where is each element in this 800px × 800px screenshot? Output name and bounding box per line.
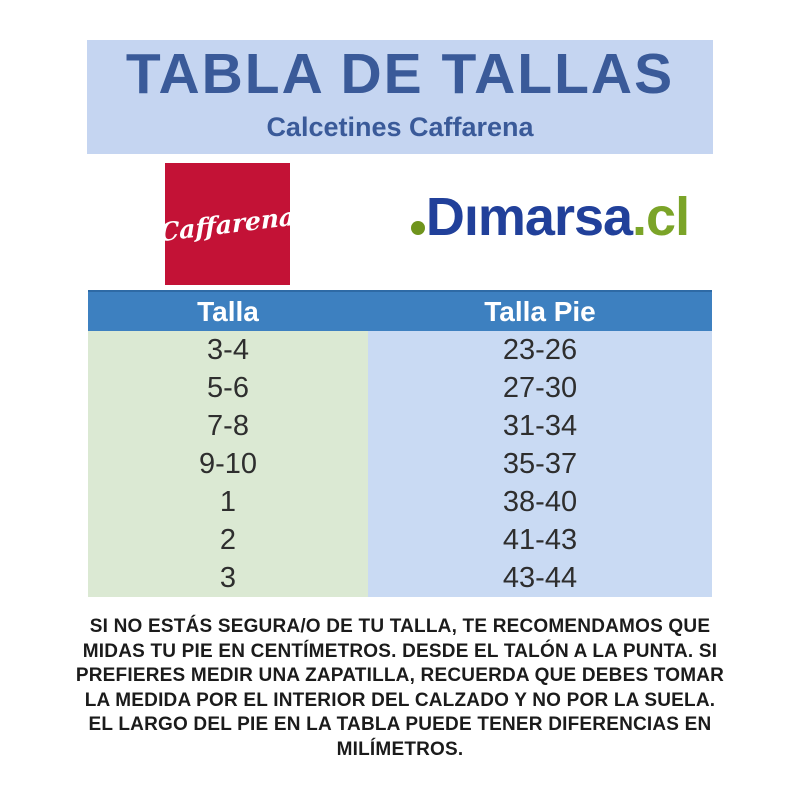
footer-note-line: SI NO ESTÁS SEGURA/O DE TU TALLA, TE REC… [89,616,711,637]
caffarena-logo-text: Caffarena [159,201,296,247]
size-table-body: 3-4 23-26 5-6 27-30 7-8 31-34 9-10 35-37 1 38-40 2… [88,331,712,597]
dimarsa-green-dot-icon [410,221,425,235]
page-subtitle: Calcetines Caffarena [266,112,534,142]
table-row: 7-8 31-34 [88,407,712,445]
footer-note-line: MIDAS TU PIE EN CENTÍMETROS. DESDE EL TA… [82,640,718,662]
dimarsa-logo: Dımarsa .cl [390,186,710,252]
column-header-talla: Talla [197,295,259,327]
cell-talla: 5-6 [88,369,368,407]
footer-note-line: LA MEDIDA POR EL INTERIOR DEL CALZADO Y … [84,689,716,711]
table-row: 2 41-43 [88,521,712,559]
footer-note-line: EL LARGO DEL PIE EN LA TABLA PUEDE TENER… [88,714,712,735]
footer-note: SI NO ESTÁS SEGURA/O DE TU TALLA, TE REC… [60,615,740,762]
cell-talla: 1 [88,483,368,521]
cell-talla: 2 [88,521,368,559]
footer-note-line: PREFIERES MEDIR UNA ZAPATILLA, RECUERDA … [75,665,725,686]
dimarsa-logo-name: Dımarsa [425,187,633,247]
cell-talla-pie: 35-37 [368,445,712,483]
size-table: Talla Talla Pie 3-4 23-26 5-6 27-30 7-8 31-34… [88,290,712,597]
cell-talla: 9-10 [88,445,368,483]
table-row: 1 38-40 [88,483,712,521]
dimarsa-logo-domain: .cl [632,187,690,247]
size-table-header-row: Talla Talla Pie [88,290,712,331]
cell-talla: 3 [88,559,368,597]
cell-talla: 3-4 [88,331,368,369]
page-title: TABLA DE TALLAS [125,42,675,106]
caffarena-logo: Caffarena [160,163,295,285]
cell-talla-pie: 38-40 [368,483,712,521]
table-row: 3 43-44 [88,559,712,597]
cell-talla-pie: 41-43 [368,521,712,559]
cell-talla: 7-8 [88,407,368,445]
cell-talla-pie: 23-26 [368,331,712,369]
table-row: 3-4 23-26 [88,331,712,369]
table-row: 9-10 35-37 [88,445,712,483]
footer-note-line: MILÍMETROS. [336,738,464,760]
table-row: 5-6 27-30 [88,369,712,407]
column-header-talla-pie: Talla Pie [484,295,596,327]
cell-talla-pie: 31-34 [368,407,712,445]
cell-talla-pie: 27-30 [368,369,712,407]
header: TABLA DE TALLAS Calcetines Caffarena [87,40,713,154]
cell-talla-pie: 43-44 [368,559,712,597]
